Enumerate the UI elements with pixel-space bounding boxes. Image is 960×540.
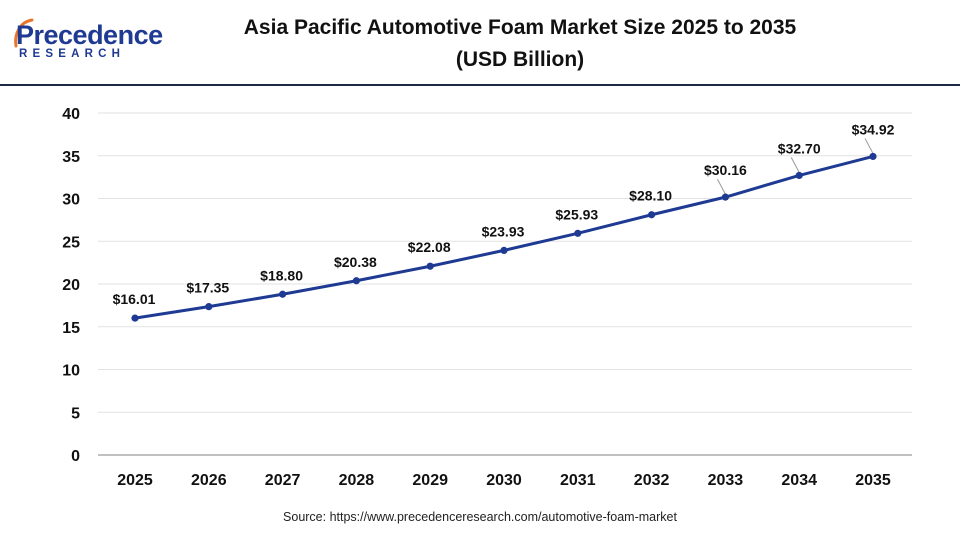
- chart-header: Precedence RESEARCH Asia Pacific Automot…: [0, 0, 960, 86]
- data-label: $23.93: [482, 223, 525, 239]
- data-label: $17.35: [186, 280, 229, 296]
- x-tick-label: 2031: [560, 472, 596, 489]
- y-tick-label: 35: [62, 149, 80, 166]
- x-tick-label: 2030: [486, 472, 522, 489]
- data-label: $28.10: [629, 188, 672, 204]
- y-tick-label: 15: [62, 320, 80, 337]
- y-tick-label: 30: [62, 192, 80, 209]
- brand-name: Precedence: [16, 20, 163, 50]
- data-label-leader: [790, 157, 800, 173]
- data-point: [721, 193, 730, 201]
- data-point: [795, 171, 803, 180]
- y-tick-label: 20: [62, 277, 80, 294]
- x-tick-label: 2034: [781, 472, 817, 489]
- x-tick-label: 2029: [412, 472, 448, 489]
- data-label: $25.93: [555, 206, 598, 222]
- data-label: $34.92: [852, 121, 895, 137]
- data-point: [500, 246, 508, 254]
- x-tick-label: 2026: [191, 472, 227, 489]
- x-tick-label: 2035: [855, 472, 891, 489]
- data-point: [205, 303, 213, 311]
- data-point: [648, 211, 656, 219]
- brand-subname: RESEARCH: [19, 48, 126, 60]
- x-tick-label: 2028: [339, 472, 375, 489]
- data-point: [869, 152, 877, 161]
- chart-title-line2: (USD Billion): [455, 48, 585, 71]
- data-label: $30.16: [704, 162, 747, 178]
- chart-title-line1: Asia Pacific Automotive Foam Market Size…: [243, 16, 797, 39]
- brand-logo: Precedence RESEARCH: [14, 14, 166, 64]
- x-tick-label: 2033: [708, 472, 744, 489]
- data-label: $32.70: [778, 140, 821, 156]
- data-label: $20.38: [334, 254, 377, 270]
- logo-swirl-icon: [14, 18, 34, 48]
- data-label-leader: [716, 178, 726, 195]
- data-label-leader: [864, 138, 874, 154]
- data-label: $22.08: [408, 239, 451, 255]
- chart-title: Asia Pacific Automotive Foam Market Size…: [180, 12, 860, 76]
- x-tick-label: 2025: [117, 472, 153, 489]
- x-tick-label: 2032: [634, 472, 670, 489]
- source-note: Source: https://www.precedenceresearch.c…: [283, 510, 677, 524]
- y-tick-label: 25: [62, 234, 80, 251]
- data-label: $16.01: [113, 291, 156, 307]
- y-tick-label: 5: [71, 405, 80, 422]
- data-point: [426, 262, 434, 270]
- data-point: [352, 277, 360, 285]
- y-tick-label: 0: [71, 448, 80, 465]
- y-tick-label: 40: [62, 106, 80, 123]
- data-point: [131, 314, 139, 322]
- data-point: [279, 290, 287, 298]
- y-tick-label: 10: [62, 363, 80, 380]
- x-tick-label: 2027: [265, 472, 301, 489]
- data-label: $18.80: [260, 267, 303, 283]
- data-point: [574, 229, 582, 237]
